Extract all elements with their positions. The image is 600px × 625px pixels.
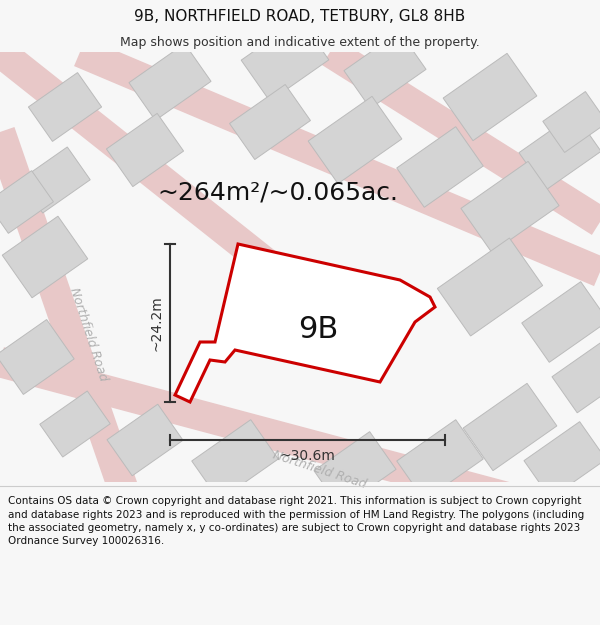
Polygon shape (241, 19, 329, 101)
Polygon shape (129, 44, 211, 121)
Polygon shape (397, 420, 483, 500)
Polygon shape (28, 72, 101, 141)
Polygon shape (192, 420, 278, 500)
Polygon shape (308, 96, 402, 184)
Polygon shape (519, 114, 600, 191)
Polygon shape (344, 32, 426, 108)
Polygon shape (397, 127, 483, 208)
Polygon shape (106, 113, 184, 187)
Polygon shape (20, 147, 90, 213)
Polygon shape (524, 422, 600, 498)
Polygon shape (552, 341, 600, 412)
Text: Map shows position and indicative extent of the property.: Map shows position and indicative extent… (120, 36, 480, 49)
Polygon shape (522, 282, 600, 362)
Text: ~30.6m: ~30.6m (280, 449, 335, 463)
Polygon shape (543, 91, 600, 152)
Polygon shape (461, 161, 559, 252)
Text: ~24.2m: ~24.2m (149, 295, 163, 351)
Text: 9B: 9B (298, 316, 338, 344)
Polygon shape (437, 238, 542, 336)
Polygon shape (0, 171, 53, 233)
Text: Contains OS data © Crown copyright and database right 2021. This information is : Contains OS data © Crown copyright and d… (8, 496, 584, 546)
Polygon shape (314, 432, 396, 508)
Polygon shape (107, 404, 183, 476)
Text: 9B, NORTHFIELD ROAD, TETBURY, GL8 8HB: 9B, NORTHFIELD ROAD, TETBURY, GL8 8HB (134, 9, 466, 24)
Polygon shape (463, 383, 557, 471)
Polygon shape (175, 244, 435, 402)
Text: ~264m²/~0.065ac.: ~264m²/~0.065ac. (157, 180, 398, 204)
Polygon shape (230, 84, 310, 159)
Text: Northfield Road: Northfield Road (272, 449, 368, 491)
Text: Northfield Road: Northfield Road (67, 286, 109, 382)
Polygon shape (40, 391, 110, 457)
Polygon shape (443, 53, 537, 141)
Polygon shape (0, 319, 74, 394)
Polygon shape (2, 216, 88, 298)
